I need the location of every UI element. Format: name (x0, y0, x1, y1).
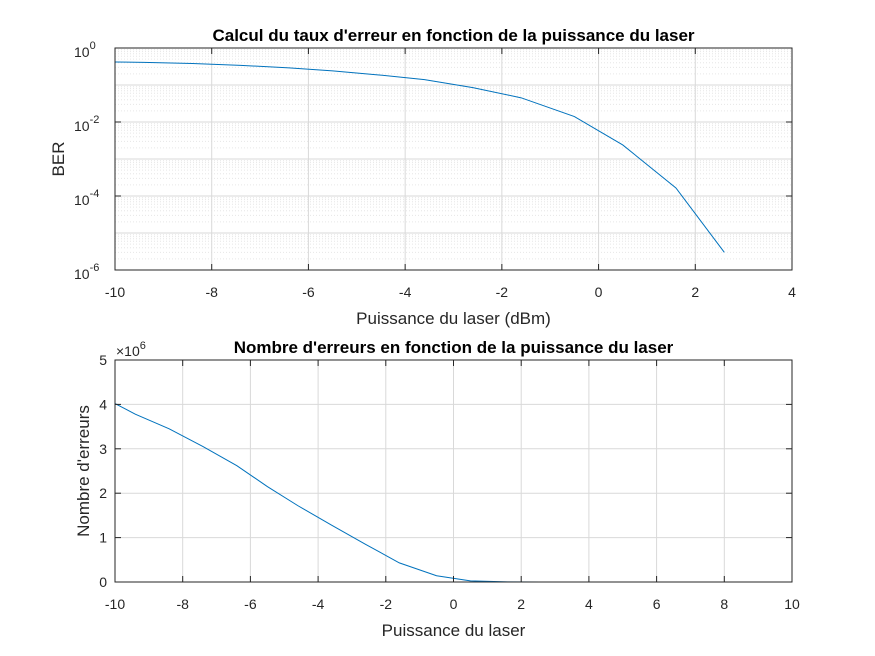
x-tick-label: 2 (517, 596, 525, 612)
y-tick-exponent: -4 (90, 188, 100, 200)
errors-plot-y-tick-labels: 0 1 2 3 4 5 (99, 352, 107, 590)
x-tick-label: 0 (595, 284, 603, 300)
x-tick-label: -10 (105, 284, 125, 300)
y-tick-label: 10-4 (74, 188, 99, 208)
x-tick-label: -6 (244, 596, 257, 612)
y-multiplier-exponent: 6 (140, 340, 146, 352)
y-tick-label: 1 (99, 530, 107, 546)
x-tick-label: -10 (105, 596, 125, 612)
y-tick-exponent: -2 (90, 114, 100, 126)
x-tick-label: 8 (720, 596, 728, 612)
x-tick-label: -6 (302, 284, 315, 300)
y-tick-base: 10 (74, 192, 90, 208)
x-tick-label: 6 (653, 596, 661, 612)
y-tick-label: 2 (99, 485, 107, 501)
errors-plot-ticks (114, 359, 793, 583)
y-tick-label: 3 (99, 441, 107, 457)
y-tick-base: 10 (74, 266, 90, 282)
x-tick-label: -8 (205, 284, 218, 300)
x-tick-label: 4 (585, 596, 593, 612)
errors-plot-title: Nombre d'erreurs en fonction de la puiss… (234, 338, 674, 357)
x-tick-label: 2 (691, 284, 699, 300)
ber-plot-title: Calcul du taux d'erreur en fonction de l… (212, 26, 694, 45)
x-tick-label: 4 (788, 284, 796, 300)
ber-plot-axes-box (114, 47, 793, 271)
y-tick-label: 100 (74, 40, 96, 60)
x-tick-label: -4 (399, 284, 412, 300)
x-tick-label: 10 (784, 596, 800, 612)
y-tick-base: 10 (74, 44, 90, 60)
y-tick-label: 4 (99, 396, 107, 412)
y-tick-exponent: -6 (90, 262, 100, 274)
x-tick-label: -4 (312, 596, 325, 612)
y-tick-base: 10 (74, 118, 90, 134)
ber-plot-x-tick-labels: -10 -8 -6 -4 -2 0 2 4 (105, 284, 796, 300)
x-tick-label: 0 (450, 596, 458, 612)
x-tick-label: -2 (496, 284, 509, 300)
y-multiplier-base: ×10 (116, 343, 140, 359)
errors-plot-y-axis-label: Nombre d'erreurs (74, 405, 93, 537)
ber-series-line (114, 61, 725, 253)
y-tick-exponent: 0 (90, 40, 96, 52)
errors-plot-y-multiplier: ×106 (116, 340, 146, 359)
x-tick-label: -8 (176, 596, 189, 612)
y-tick-label: 5 (99, 352, 107, 368)
errors-plot-x-tick-labels: -10 -8 -6 -4 -2 0 2 4 6 8 10 (105, 596, 800, 612)
ber-plot-x-axis-label: Puissance du laser (dBm) (356, 309, 551, 328)
ber-plot-ticks (114, 47, 793, 271)
ber-plot-y-axis-label: BER (49, 142, 68, 177)
y-tick-label: 0 (99, 574, 107, 590)
y-tick-label: 10-6 (74, 262, 99, 282)
x-tick-label: -2 (380, 596, 393, 612)
y-tick-label: 10-2 (74, 114, 99, 134)
ber-plot-series (114, 61, 725, 253)
errors-plot-x-axis-label: Puissance du laser (382, 621, 526, 640)
